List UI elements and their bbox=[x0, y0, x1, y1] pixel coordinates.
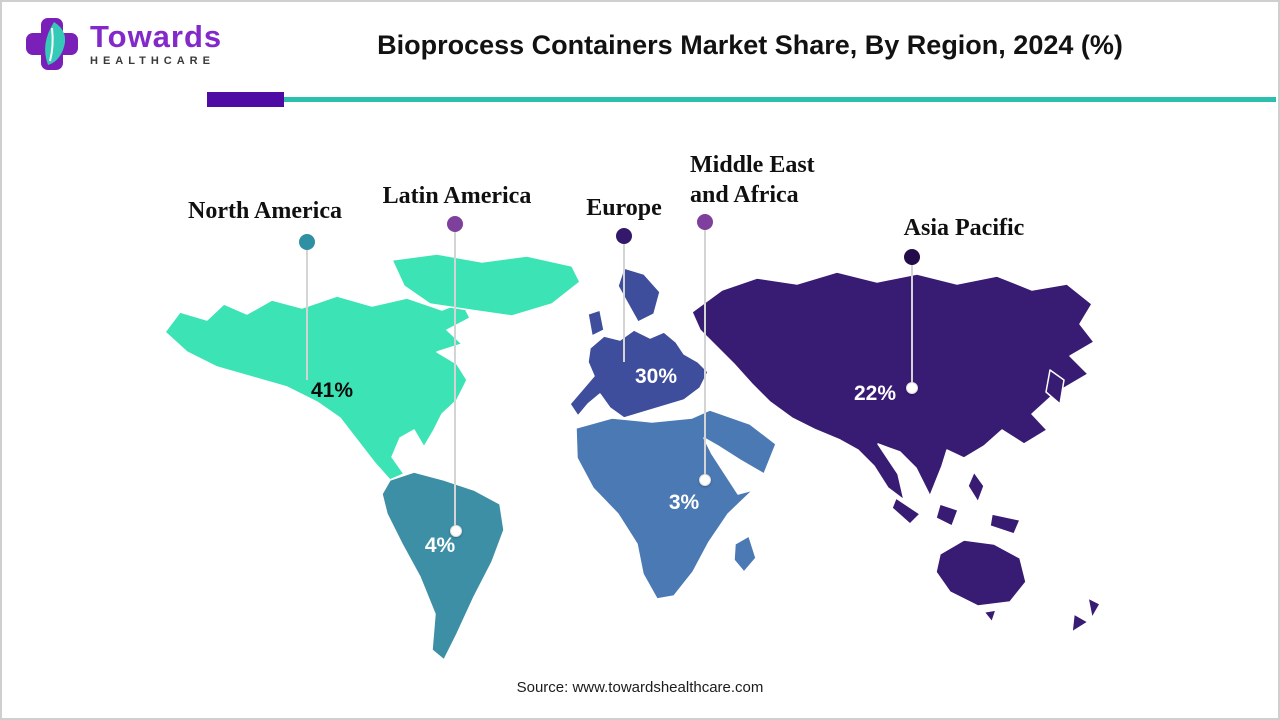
map-region-europe-mainland bbox=[569, 329, 709, 419]
logo-cross-leaf-svg bbox=[26, 18, 78, 70]
map-region-sumatra bbox=[891, 497, 921, 525]
leader-line-europe bbox=[623, 244, 625, 362]
value-label-europe: 30% bbox=[635, 365, 678, 388]
towards-healthcare-logo: Towards HEALTHCARE bbox=[24, 16, 222, 72]
value-label-middle-east-africa: 3% bbox=[668, 491, 700, 514]
value-label-north-america: 41% bbox=[310, 379, 354, 402]
map-region-borneo bbox=[935, 503, 959, 527]
leader-dot-middle-east-africa bbox=[697, 214, 713, 230]
leader-line-middle-east-africa bbox=[704, 230, 706, 476]
leader-enddot-asia-pacific bbox=[906, 382, 918, 394]
logo-text: Towards HEALTHCARE bbox=[90, 21, 222, 67]
source-text: Source: www.towardshealthcare.com bbox=[516, 679, 764, 696]
map-region-greenland bbox=[391, 253, 581, 317]
divider-purple-accent bbox=[207, 92, 284, 107]
region-label-middle-east-africa: Middle East and Africa bbox=[690, 150, 870, 210]
region-label-middle-east-africa-line2: and Africa bbox=[690, 182, 799, 208]
leader-line-asia-pacific bbox=[911, 265, 913, 383]
map-region-new-guinea bbox=[989, 513, 1021, 535]
region-label-north-america: North America bbox=[188, 198, 342, 224]
map-region-africa-middle-east bbox=[575, 409, 777, 600]
leader-line-north-america bbox=[306, 250, 308, 380]
logo-cross-leaf-icon bbox=[24, 16, 80, 72]
leader-dot-asia-pacific bbox=[904, 249, 920, 265]
leader-enddot-latin-america bbox=[450, 525, 462, 537]
leader-line-latin-america bbox=[454, 232, 456, 528]
map-region-tasmania bbox=[983, 609, 997, 623]
map-region-japan bbox=[1045, 369, 1065, 405]
leader-dot-europe bbox=[616, 228, 632, 244]
divider-teal-line bbox=[207, 97, 1276, 102]
map-region-asia bbox=[691, 271, 1095, 501]
map-region-scandinavia bbox=[617, 267, 661, 323]
map-region-south-america bbox=[381, 471, 505, 661]
region-label-middle-east-africa-line1: Middle East bbox=[690, 152, 815, 178]
region-label-asia-pacific: Asia Pacific bbox=[903, 215, 1025, 241]
region-label-europe: Europe bbox=[586, 195, 662, 221]
map-region-british-isles bbox=[587, 309, 605, 337]
map-region-australia bbox=[935, 539, 1027, 607]
map-region-madagascar bbox=[733, 535, 757, 573]
logo-subtitle-text: HEALTHCARE bbox=[90, 55, 215, 67]
value-label-asia-pacific: 22% bbox=[853, 382, 897, 405]
leader-dot-north-america bbox=[299, 234, 315, 250]
world-map bbox=[164, 253, 1101, 661]
region-label-latin-america: Latin America bbox=[382, 183, 532, 209]
leader-dot-latin-america bbox=[447, 216, 463, 232]
map-region-new-zealand-north bbox=[1087, 597, 1101, 619]
map-region-new-zealand-south bbox=[1071, 613, 1089, 633]
value-label-latin-america: 4% bbox=[424, 534, 456, 557]
map-region-philippines bbox=[967, 471, 985, 503]
map-region-north-america bbox=[164, 295, 471, 481]
logo-brand-text: Towards bbox=[90, 19, 223, 54]
page-title: Bioprocess Containers Market Share, By R… bbox=[377, 30, 1123, 60]
leader-enddot-middle-east-africa bbox=[699, 474, 711, 486]
